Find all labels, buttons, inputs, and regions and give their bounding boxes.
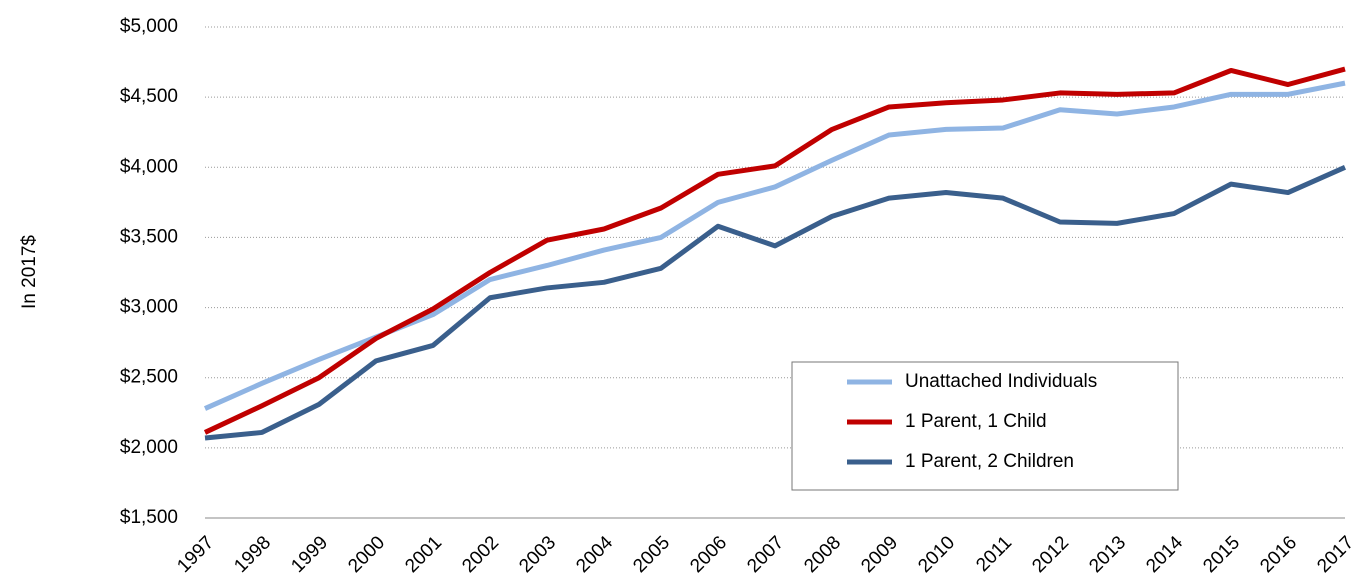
legend-label: Unattached Individuals (905, 371, 1097, 392)
y-tick-label: $5,000 (120, 16, 178, 37)
x-tick-label: 2017 (1313, 532, 1358, 577)
x-tick-label: 2000 (344, 532, 389, 577)
y-tick-label: $3,000 (120, 297, 178, 318)
x-tick-label: 2003 (515, 532, 560, 577)
x-tick-label: 1998 (230, 532, 275, 577)
x-tick-label: 2015 (1199, 532, 1244, 577)
x-tick-label: 2001 (401, 532, 446, 577)
y-tick-label: $2,500 (120, 367, 178, 388)
x-tick-label: 1999 (287, 532, 332, 577)
y-axis-label: In 2017$ (19, 235, 40, 309)
x-tick-label: 2007 (743, 532, 788, 577)
x-tick-label: 2016 (1256, 532, 1301, 577)
x-tick-label: 2006 (686, 532, 731, 577)
legend-label: 1 Parent, 2 Children (905, 451, 1074, 472)
x-tick-label: 2002 (458, 532, 503, 577)
x-tick-label: 2004 (572, 532, 617, 577)
x-tick-label: 2011 (972, 532, 1016, 576)
x-tick-label: 2013 (1085, 532, 1130, 577)
x-tick-label: 2005 (629, 532, 674, 577)
series-line (203, 66, 1346, 435)
y-tick-label: $4,000 (120, 156, 178, 177)
y-tick-label: $1,500 (120, 507, 178, 528)
y-tick-label: $2,000 (120, 437, 178, 458)
x-tick-label: 2010 (914, 532, 959, 577)
x-tick-label: 2008 (800, 532, 845, 577)
y-tick-label: $4,500 (120, 86, 178, 107)
x-tick-label: 2014 (1142, 532, 1187, 577)
y-tick-label: $3,500 (120, 226, 178, 247)
x-tick-label: 2009 (857, 532, 902, 577)
legend-label: 1 Parent, 1 Child (905, 411, 1047, 432)
x-tick-label: 1997 (173, 532, 218, 577)
series-line (204, 164, 1347, 441)
x-tick-label: 2012 (1028, 532, 1073, 577)
